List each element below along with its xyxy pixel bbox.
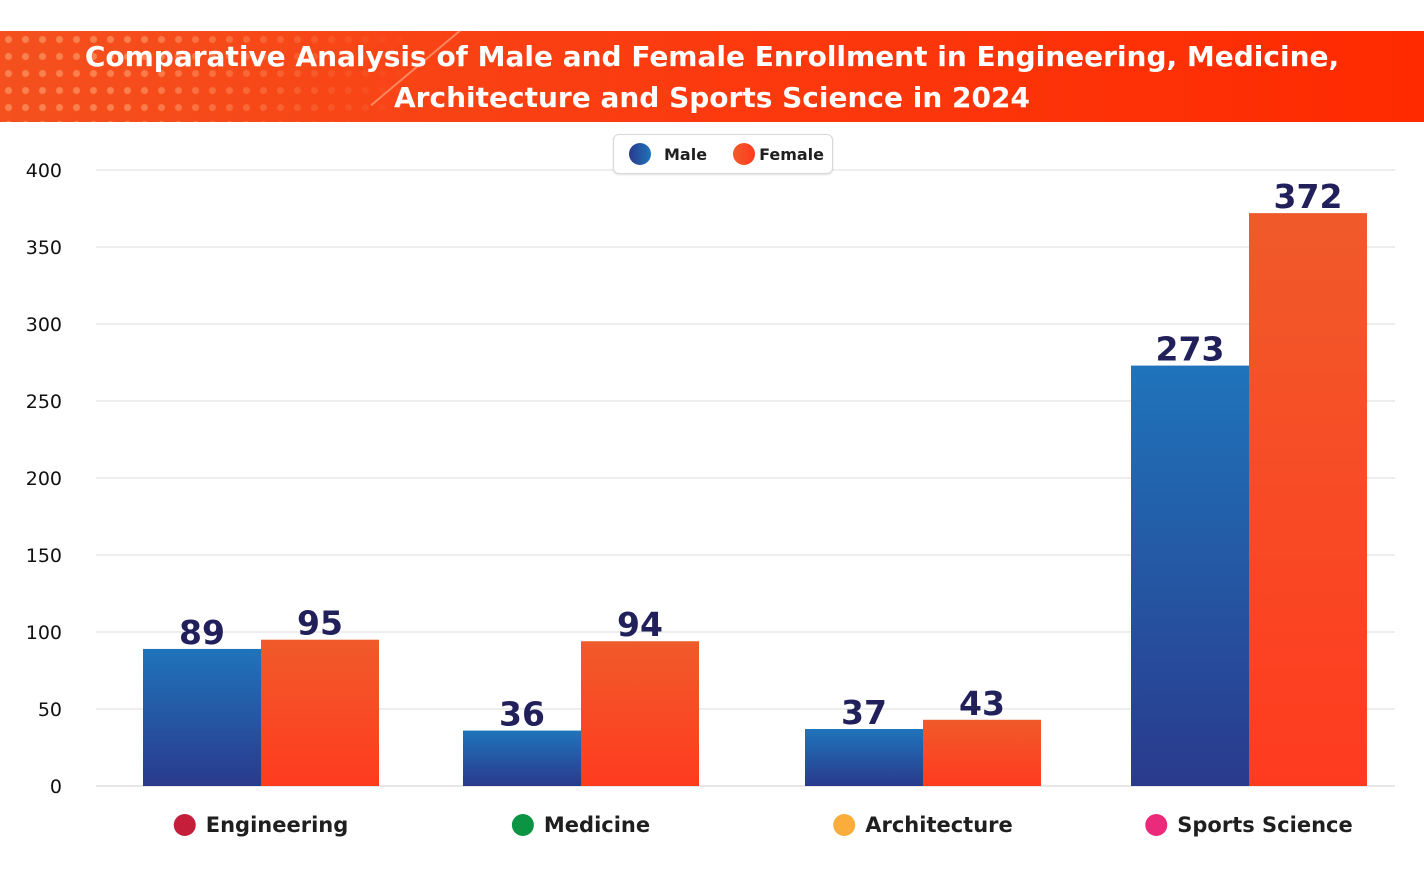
data-label: 89 xyxy=(179,613,225,652)
legend: Male Female xyxy=(613,134,833,174)
bar-male-sports-science xyxy=(1131,365,1249,786)
bar-male-engineering xyxy=(143,648,261,786)
legend-swatch-male-icon xyxy=(629,143,651,165)
x-tick-label: Medicine xyxy=(544,813,650,837)
bar-male-medicine xyxy=(463,730,581,786)
legend-label-male: Male xyxy=(664,144,708,164)
y-tick-label: 300 xyxy=(26,314,62,336)
bar-female-engineering xyxy=(261,639,379,786)
category-marker-icon xyxy=(511,814,534,836)
y-tick-label: 50 xyxy=(38,699,62,721)
legend-item-male[interactable]: Male xyxy=(629,143,707,165)
x-tick-engineering: Engineering xyxy=(173,813,349,837)
legend-swatch-female-icon xyxy=(733,143,756,165)
bar-male-architecture xyxy=(805,729,923,786)
x-tick-sports-science: Sports Science xyxy=(1145,813,1353,837)
data-label: 37 xyxy=(841,693,887,732)
legend-item-female[interactable]: Female xyxy=(733,143,824,165)
y-tick-label: 200 xyxy=(26,468,62,490)
legend-label-female: Female xyxy=(759,144,824,164)
category-marker-icon xyxy=(833,814,856,836)
y-tick-label: 350 xyxy=(26,237,62,259)
x-tick-label: Sports Science xyxy=(1177,813,1352,837)
chart-title: Comparative Analysis of Male and Female … xyxy=(0,31,1424,122)
y-axis: 0 50 100 150 200 250 300 350 400 xyxy=(26,160,62,798)
bars xyxy=(143,213,1367,786)
y-tick-label: 0 xyxy=(50,776,62,798)
y-tick-label: 150 xyxy=(26,545,62,567)
data-label: 95 xyxy=(297,604,343,643)
x-tick-label: Engineering xyxy=(206,813,349,837)
header-dot-pattern xyxy=(0,31,420,122)
x-tick-label: Architecture xyxy=(865,813,1013,837)
category-marker-icon xyxy=(1145,814,1168,836)
data-label: 43 xyxy=(959,684,1005,723)
data-labels: 89 95 36 94 37 43 273 372 xyxy=(179,177,1342,733)
bar-female-architecture xyxy=(923,719,1041,786)
y-tick-label: 100 xyxy=(26,622,62,644)
x-axis: Engineering Medicine Architecture Sports Sc… xyxy=(173,813,1353,837)
data-label: 372 xyxy=(1274,177,1343,216)
chart-header: Comparative Analysis of Male and Female … xyxy=(0,31,1424,122)
bar-female-sports-science xyxy=(1249,213,1367,786)
x-tick-architecture: Architecture xyxy=(833,813,1013,837)
chart-title-line-2: Architecture and Sports Science in 2024 xyxy=(394,80,1030,114)
chart-title-line-1: Comparative Analysis of Male and Female … xyxy=(84,39,1340,73)
data-label: 273 xyxy=(1156,330,1225,369)
category-marker-icon xyxy=(173,814,196,836)
data-label: 36 xyxy=(499,695,545,734)
y-tick-label: 250 xyxy=(26,391,62,413)
bar-female-medicine xyxy=(581,641,699,786)
y-tick-label: 400 xyxy=(26,160,62,182)
x-tick-medicine: Medicine xyxy=(511,813,650,837)
data-label: 94 xyxy=(617,605,663,644)
